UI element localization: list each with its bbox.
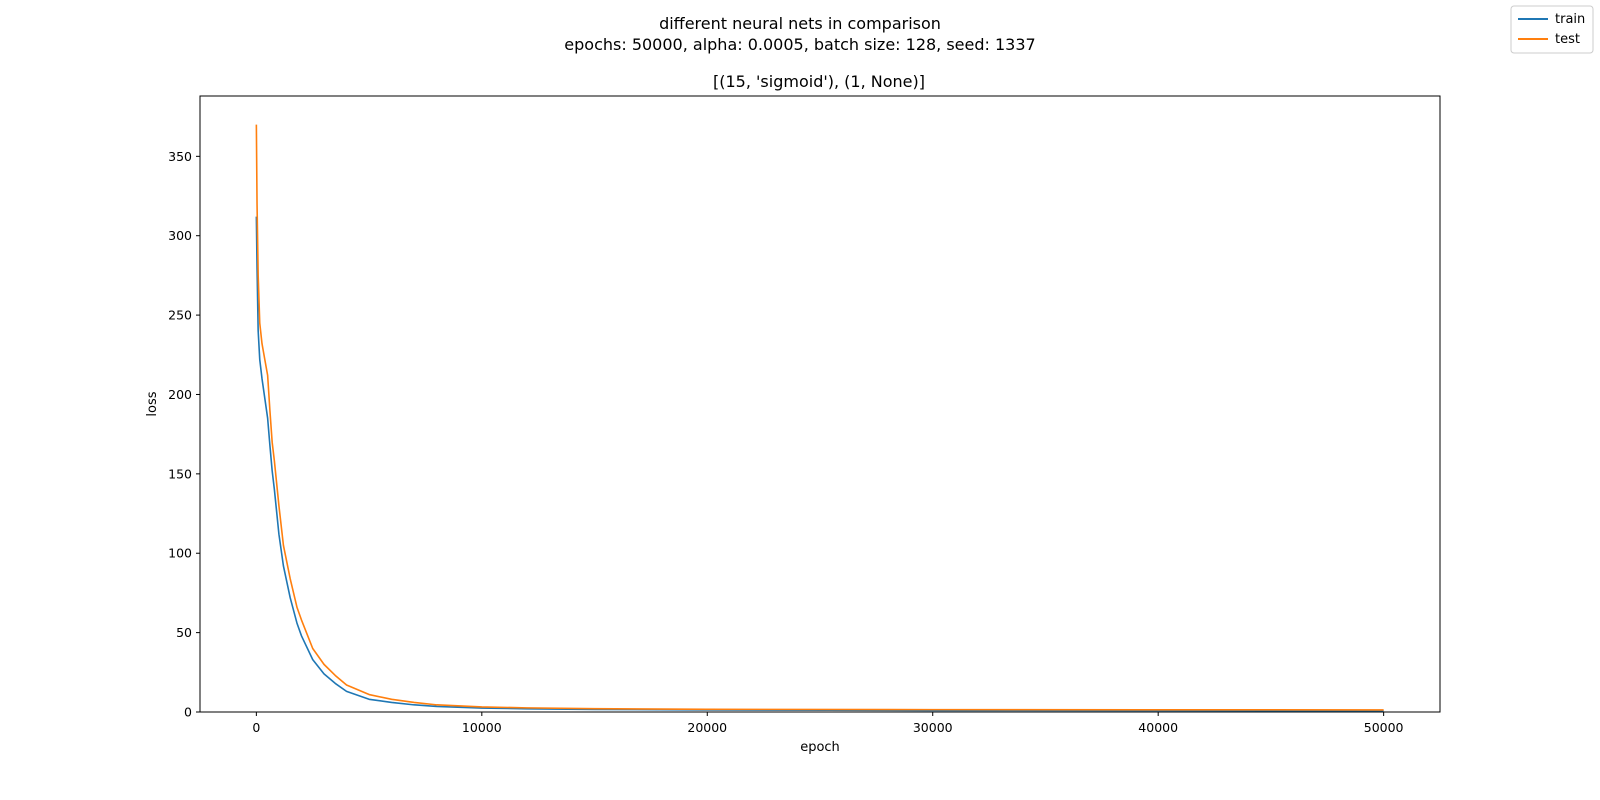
legend-train-label: train (1555, 12, 1585, 27)
x-tick-label: 0 (252, 720, 260, 735)
y-tick-label: 300 (168, 228, 192, 243)
y-tick-label: 250 (168, 308, 192, 323)
y-axis: 0 50 100 150 200 250 300 350 (168, 149, 200, 720)
x-tick-label: 50000 (1364, 720, 1404, 735)
y-tick-label: 150 (168, 466, 192, 481)
y-tick-label: 100 (168, 546, 192, 561)
x-tick-label: 20000 (687, 720, 727, 735)
series-layer (255, 124, 1384, 712)
x-tick-label: 30000 (913, 720, 953, 735)
series-line-test (255, 124, 1384, 711)
x-axis-label: epoch (800, 740, 840, 755)
x-tick-label: 10000 (462, 720, 502, 735)
y-tick-label: 200 (168, 387, 192, 402)
series-line-train (255, 216, 1384, 712)
legend-test-label: test (1555, 32, 1580, 47)
plot-area: 0 10000 20000 30000 40000 50000 0 50 100 150 200 2… (145, 95, 1441, 755)
chart-title: [(15, 'sigmoid'), (1, None)] (713, 72, 925, 91)
legend-box (1510, 5, 1594, 54)
figure-suptitle-line1: different neural nets in comparison (659, 14, 941, 33)
y-axis-label: loss (145, 391, 160, 416)
figure-suptitle-line2: epochs: 50000, alpha: 0.0005, batch size… (564, 35, 1035, 54)
legend: train test (1510, 5, 1594, 54)
axes-frame (199, 95, 1441, 713)
y-tick-label: 0 (184, 705, 192, 720)
y-tick-label: 350 (168, 149, 192, 164)
x-tick-label: 40000 (1138, 720, 1178, 735)
y-tick-label: 50 (176, 625, 192, 640)
x-axis: 0 10000 20000 30000 40000 50000 (252, 712, 1404, 735)
